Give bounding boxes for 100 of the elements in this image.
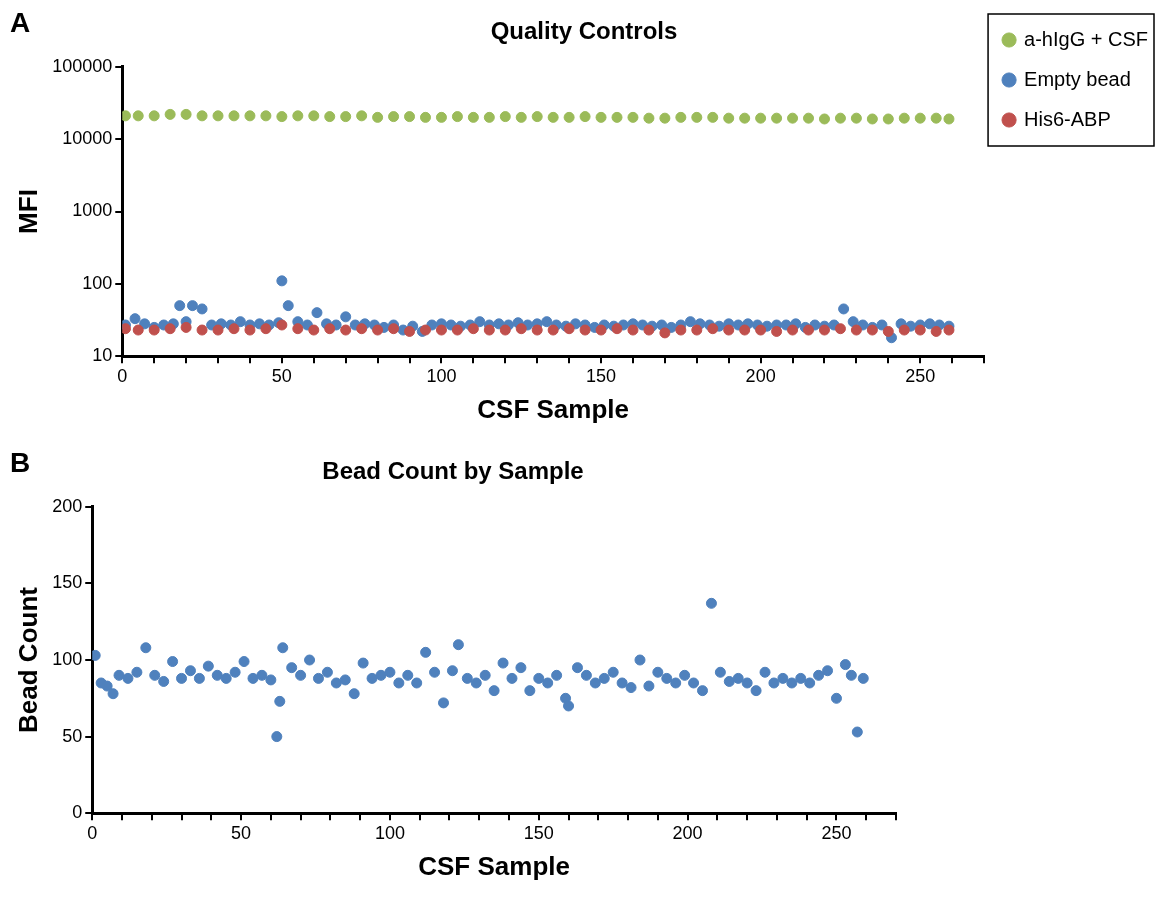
y-tick-label: 0: [72, 802, 83, 823]
point: [850, 324, 862, 336]
point: [755, 112, 767, 124]
point: [723, 112, 735, 124]
point: [388, 323, 400, 335]
point: [212, 324, 224, 336]
point: [930, 112, 942, 124]
point: [818, 324, 830, 336]
point: [691, 324, 703, 336]
point: [943, 113, 955, 125]
point: [787, 112, 799, 124]
point: [659, 327, 671, 339]
point: [164, 323, 176, 335]
point: [244, 324, 256, 336]
point: [595, 324, 607, 336]
point: [866, 113, 878, 125]
point: [898, 112, 910, 124]
x-tick-label: 250: [905, 365, 936, 386]
point: [308, 324, 320, 336]
point: [212, 110, 224, 122]
point: [435, 111, 447, 123]
point: [755, 324, 767, 336]
point: [308, 110, 320, 122]
point: [292, 323, 304, 335]
point: [356, 110, 368, 122]
x-tick-label: 150: [586, 365, 617, 386]
point: [739, 324, 751, 336]
point: [132, 324, 144, 336]
point: [483, 111, 495, 123]
point: [898, 324, 910, 336]
point: [547, 324, 559, 336]
point: [943, 324, 955, 336]
point: [707, 111, 719, 123]
point: [803, 112, 815, 124]
point: [531, 324, 543, 336]
point: [882, 325, 894, 337]
point: [483, 324, 495, 336]
point: [834, 112, 846, 124]
point: [324, 323, 336, 335]
point: [228, 323, 240, 335]
point: [914, 112, 926, 124]
point: [675, 324, 687, 336]
point: [451, 324, 463, 336]
point: [340, 111, 352, 123]
point: [691, 111, 703, 123]
y-tick-label: 100000: [52, 55, 113, 76]
point: [531, 111, 543, 123]
point: [787, 324, 799, 336]
point: [180, 321, 192, 333]
point: [148, 110, 160, 122]
point: [499, 324, 511, 336]
legend-label: Empty bead: [1024, 67, 1131, 90]
point: [834, 323, 846, 335]
x-tick-label: 100: [374, 822, 405, 843]
point: [515, 111, 527, 123]
x-tick-label: 200: [672, 822, 703, 843]
y-tick-label: 100: [52, 648, 83, 669]
x-tick-label: 50: [271, 365, 292, 386]
point: [419, 111, 431, 123]
point: [723, 324, 735, 336]
point: [675, 111, 687, 123]
point: [404, 111, 416, 123]
point: [196, 324, 208, 336]
point: [595, 111, 607, 123]
legend-label: a-hIgG + CSF: [1024, 27, 1148, 50]
legend-label: His6-ABP: [1024, 107, 1111, 130]
y-tick-label: 10000: [62, 128, 113, 149]
point: [356, 323, 368, 335]
x-tick-label: 100: [426, 365, 457, 386]
y-axis-title: Bead Count: [12, 586, 43, 733]
point: [739, 112, 751, 124]
x-tick-label: 0: [117, 365, 128, 386]
point: [818, 113, 830, 125]
x-tick-label: 200: [745, 365, 776, 386]
point: [372, 324, 384, 336]
point: [260, 110, 272, 122]
point: [611, 111, 623, 123]
point: [164, 108, 176, 120]
point: [196, 110, 208, 122]
point: [372, 111, 384, 123]
point: [292, 110, 304, 122]
y-axis-title: MFI: [12, 189, 43, 234]
point: [180, 108, 192, 120]
point: [930, 325, 942, 337]
point: [771, 325, 783, 337]
point: [340, 324, 352, 336]
point: [659, 112, 671, 124]
x-tick-label: 50: [231, 822, 252, 843]
point: [467, 111, 479, 123]
point: [627, 324, 639, 336]
point: [404, 325, 416, 337]
y-tick-label: 10: [92, 345, 113, 366]
point: [451, 111, 463, 123]
y-tick-label: 100: [82, 272, 113, 293]
point: [707, 323, 719, 335]
point: [388, 111, 400, 123]
y-tick-label: 150: [52, 572, 83, 593]
chart-title: Bead Count by Sample: [322, 457, 584, 485]
point: [643, 112, 655, 124]
y-tick-label: 1000: [72, 200, 113, 221]
